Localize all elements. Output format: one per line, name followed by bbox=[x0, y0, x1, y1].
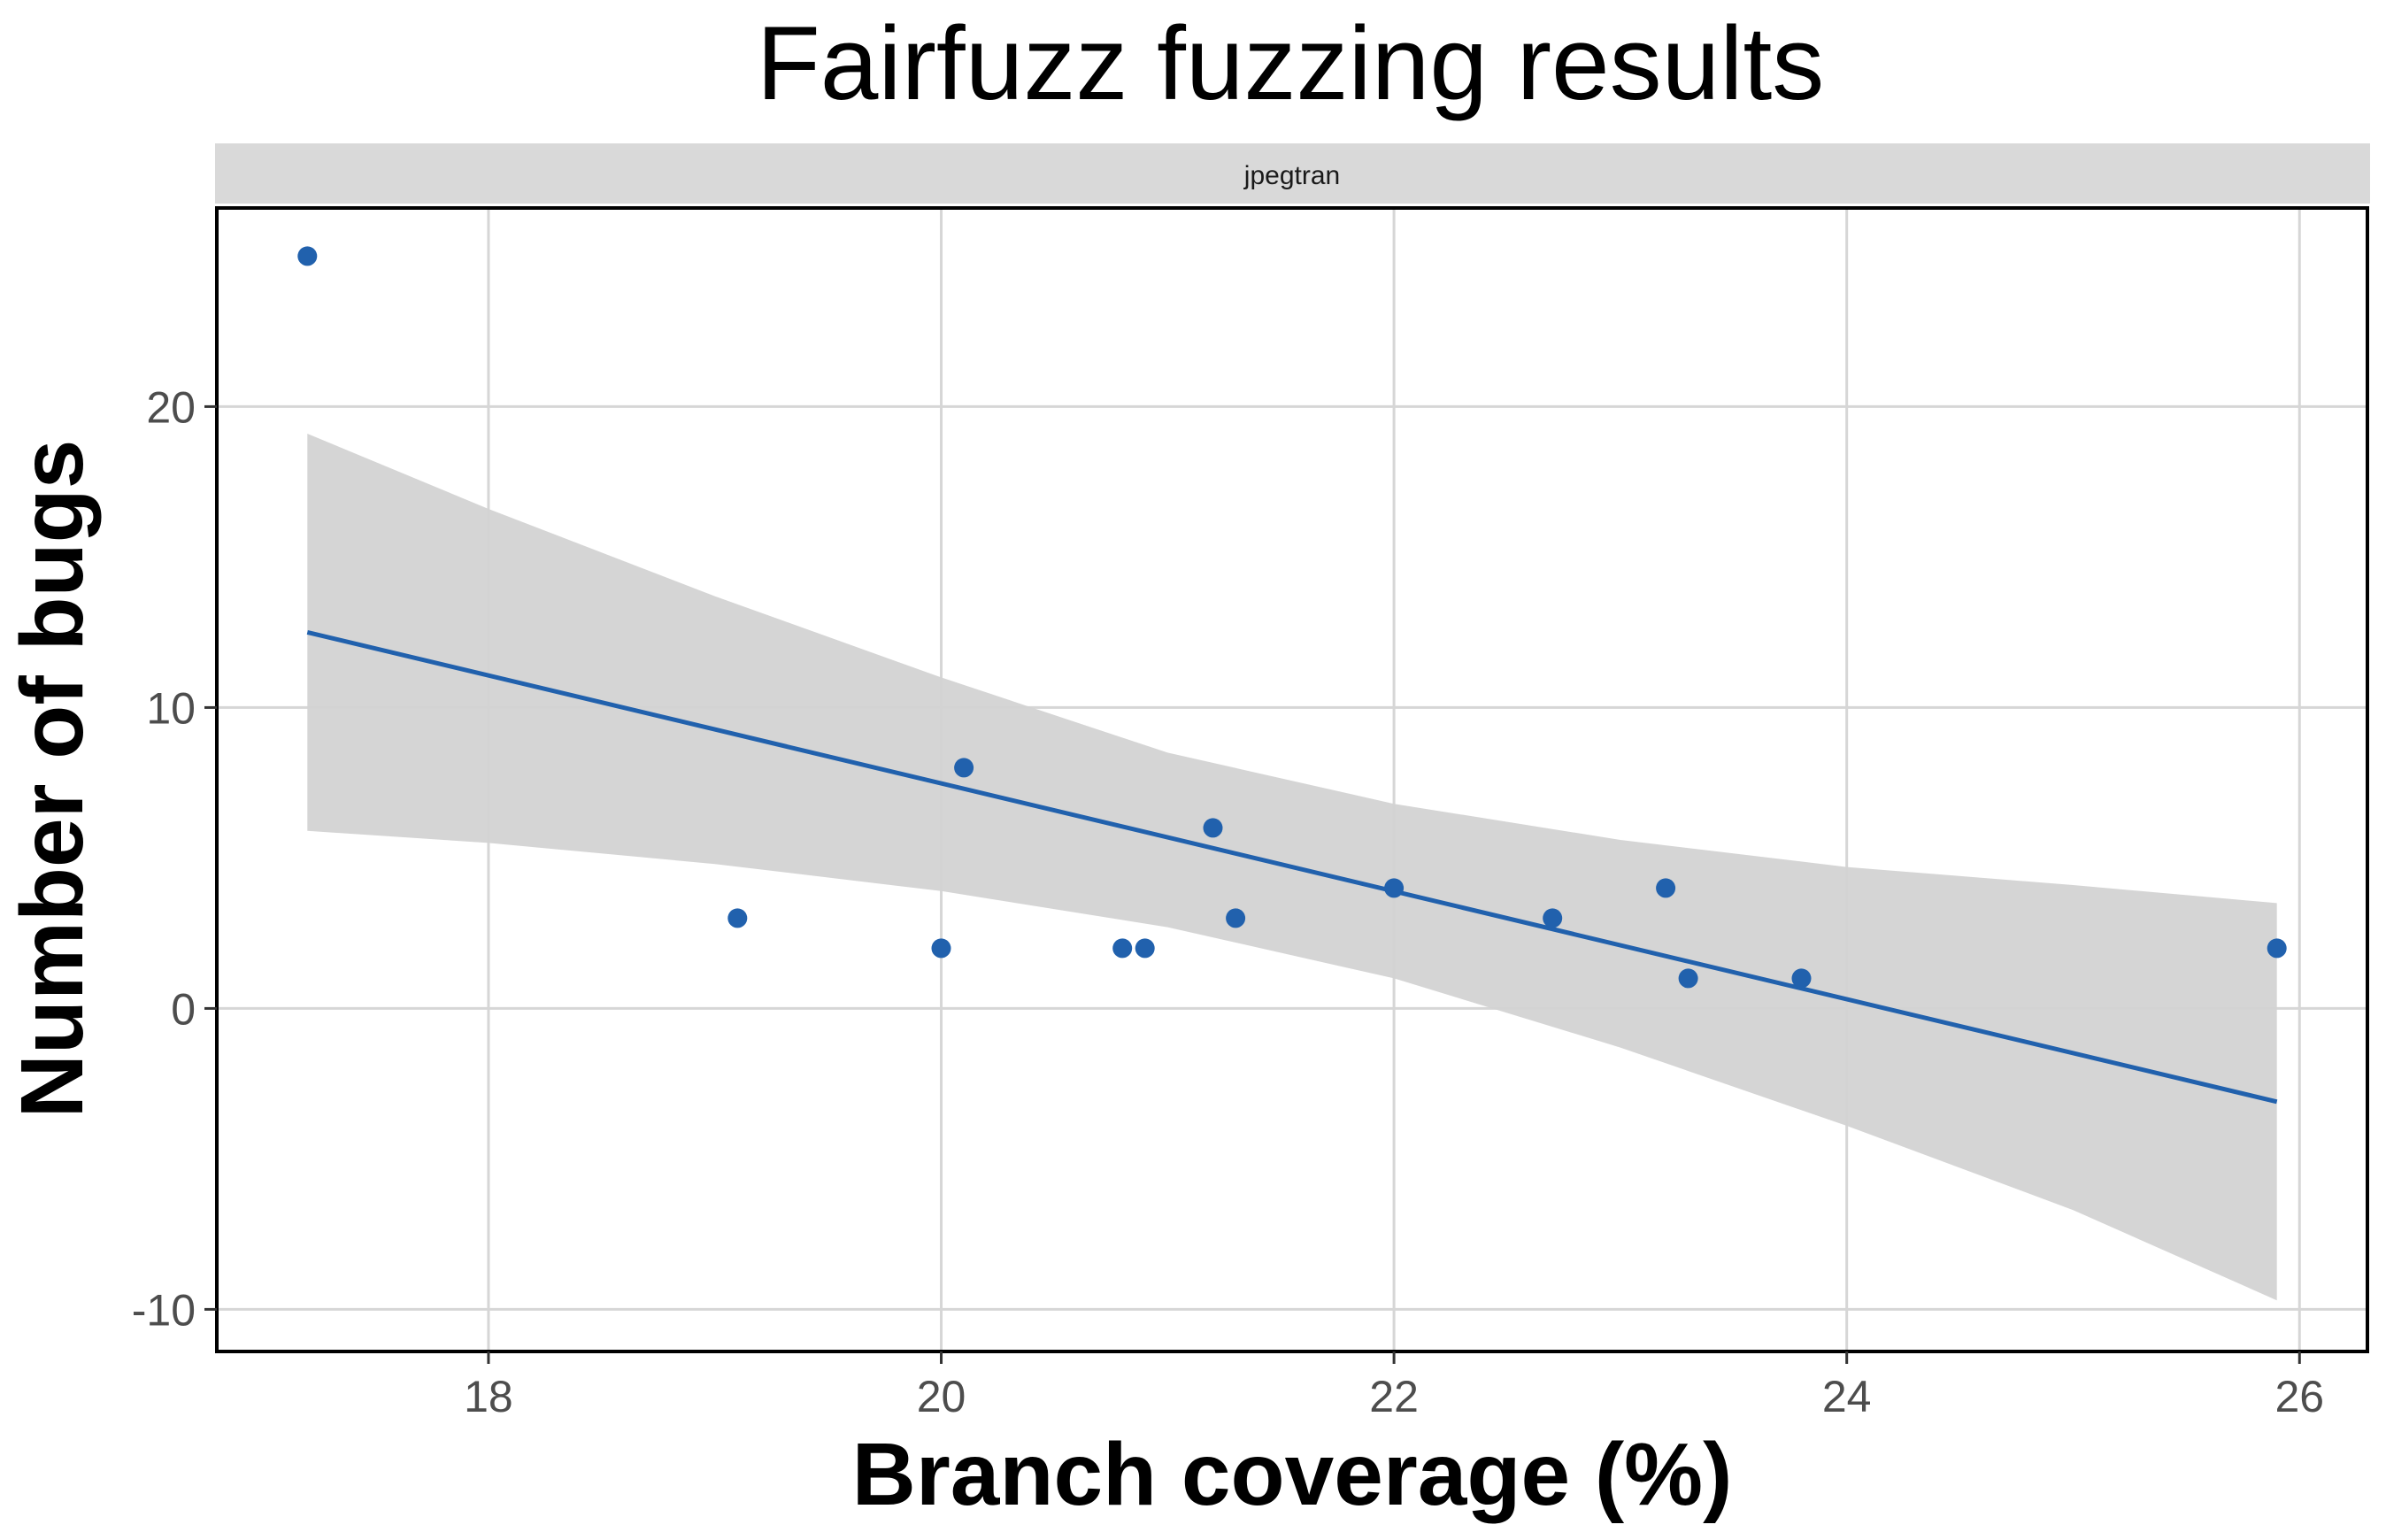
data-point-5 bbox=[1112, 938, 1133, 959]
x-axis-ticks: 18 20 22 24 26 bbox=[464, 1351, 2324, 1421]
data-point-11 bbox=[1656, 878, 1676, 898]
facet-strip bbox=[215, 143, 2370, 204]
data-point-9 bbox=[1384, 878, 1405, 898]
x-tick-label-18: 18 bbox=[464, 1372, 513, 1421]
data-point-12 bbox=[1678, 968, 1698, 989]
data-point-2 bbox=[727, 908, 748, 928]
data-point-1 bbox=[297, 246, 318, 266]
data-point-6 bbox=[1135, 938, 1155, 959]
y-tick-label-10: 10 bbox=[146, 683, 196, 733]
x-tick-label-26: 26 bbox=[2274, 1372, 2324, 1421]
data-point-8 bbox=[1226, 908, 1246, 928]
data-points bbox=[297, 246, 2287, 989]
data-point-10 bbox=[1543, 908, 1563, 928]
data-point-4 bbox=[954, 758, 974, 778]
data-point-14 bbox=[2267, 938, 2287, 959]
y-tick-label-0: 0 bbox=[171, 984, 196, 1034]
trend-line bbox=[306, 629, 2278, 1105]
data-point-13 bbox=[1791, 968, 1812, 989]
y-axis-ticks: -10 0 10 20 bbox=[132, 382, 217, 1335]
data-point-3 bbox=[931, 938, 951, 959]
x-tick-label-20: 20 bbox=[917, 1372, 966, 1421]
x-tick-label-22: 22 bbox=[1369, 1372, 1419, 1421]
x-tick-label-24: 24 bbox=[1822, 1372, 1872, 1421]
x-axis-title: Branch coverage (%) bbox=[852, 1425, 1733, 1524]
chart-title: Fairfuzz fuzzing results bbox=[757, 5, 1825, 122]
panel-border bbox=[215, 206, 2369, 1353]
y-tick-label--10: -10 bbox=[132, 1285, 196, 1335]
data-point-7 bbox=[1203, 818, 1223, 838]
facet-label: jpegtran bbox=[1243, 161, 1340, 190]
y-tick-label-20: 20 bbox=[146, 382, 196, 432]
y-axis-title: Number of bugs bbox=[3, 440, 102, 1119]
